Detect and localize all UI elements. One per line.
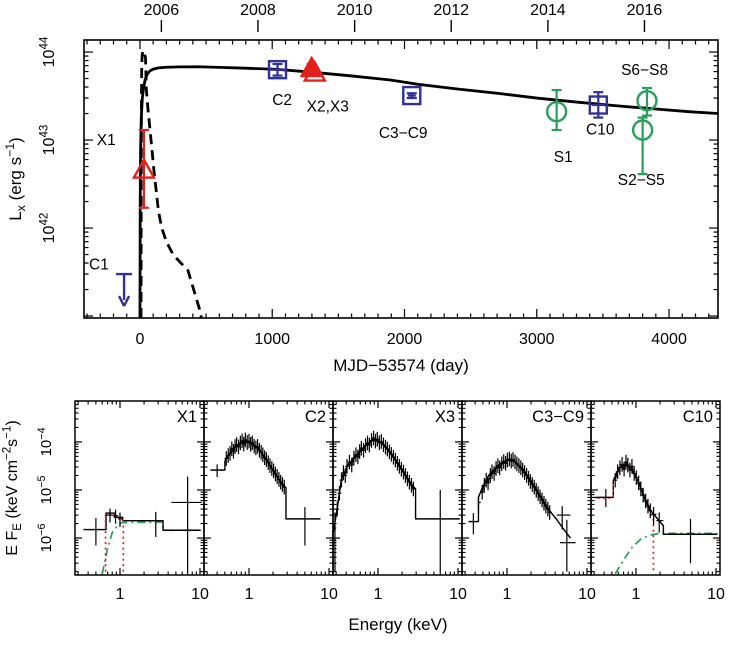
energy-tick-label: 10: [449, 586, 467, 603]
year-tick-label: 2008: [240, 2, 276, 19]
arrow-head: [118, 295, 131, 307]
spectrum-panel-C3−C9: 1 10 C3−C9: [461, 400, 596, 603]
panel-label-X3: X3: [435, 408, 455, 426]
data-points: [468, 451, 576, 572]
x-tick-label: 2000: [387, 331, 423, 348]
point-C2: [267, 59, 288, 80]
panel-label-X1: X1: [177, 408, 197, 426]
point-label-C3−C9: C3−C9: [379, 125, 428, 142]
point-label-C10: C10: [586, 122, 615, 139]
year-tick-label: 2012: [433, 2, 469, 19]
energy-tick-label: 1: [374, 586, 383, 603]
y-tick-label: 1044: [39, 36, 58, 67]
spectrum-panel-X1: 1 10 X1: [74, 400, 209, 603]
energy-tick-label: 10: [191, 586, 209, 603]
point-label-S6−S8: S6−S8: [621, 62, 668, 79]
flux-tick-label: 10−6: [36, 524, 55, 553]
panel-axes: 1 10: [591, 400, 725, 603]
point-C1: [116, 272, 133, 307]
y-axis-title: Lx (erg s−1): [3, 137, 28, 220]
panel-axes: 1 10: [462, 400, 596, 603]
curve-rise-decay-model-solid: [138, 65, 719, 319]
point-S6-S8: [636, 86, 658, 117]
energy-tick-label: 1: [245, 586, 254, 603]
lightcurve-panel: 0 1000 2000 3000 4000 1042 1043 1044 2006 2008 201…: [3, 2, 719, 375]
y-tick-label: 1042: [39, 213, 58, 244]
point-label-C2: C2: [272, 92, 292, 109]
data-trace: [336, 437, 414, 510]
energy-tick-label: 1: [503, 586, 512, 603]
spectrum-panel-C2: 1 10 C2: [203, 400, 338, 603]
energy-tick-label: 10: [320, 586, 338, 603]
data-points: [86, 476, 202, 573]
year-axis: 2006 2008 2010 2012 2014 2016: [144, 2, 663, 32]
point-label-X1: X1: [97, 132, 116, 149]
panel-label-C2: C2: [305, 408, 326, 426]
triangle-marker: [131, 157, 156, 179]
point-label-S1: S1: [554, 149, 573, 166]
panel-label-C10: C10: [683, 408, 713, 426]
x-tick-label: 0: [135, 331, 144, 348]
square-marker: [402, 85, 422, 106]
circle-marker: [545, 100, 568, 123]
year-tick-label: 2016: [627, 2, 663, 19]
lightcurve-axes: 0 1000 2000 3000 4000 1042 1043 1044: [39, 36, 718, 348]
year-tick-label: 2014: [530, 2, 566, 19]
data-points: [333, 430, 460, 572]
point-label-X2,X3: X2,X3: [307, 99, 349, 116]
spectrum-panel-X3: 1 10 X3: [331, 400, 467, 603]
x-tick-label: 3000: [519, 331, 555, 348]
energy-tick-label: 1: [632, 586, 641, 603]
x-axis-title: MJD−53574 (day): [333, 356, 469, 375]
square-marker: [588, 95, 608, 115]
point-label-C1: C1: [89, 256, 109, 273]
point-label-S2−S5: S2−S5: [618, 172, 665, 189]
panel-axes: 1 10: [204, 400, 338, 603]
year-tick-label: 2006: [144, 2, 180, 19]
circle-marker: [636, 89, 658, 112]
spectrum-panel-C10: 1 10 C10: [590, 400, 725, 603]
model-solid-black: [594, 463, 718, 535]
point-X1: [131, 128, 156, 209]
model-solid-black: [210, 440, 321, 520]
panel-frame: [590, 400, 721, 576]
energy-tick-label: 10: [578, 586, 596, 603]
point-S1: [545, 88, 568, 132]
data-trace: [225, 439, 285, 488]
x-tick-label: 4000: [651, 331, 687, 348]
panel-axes: 1 10: [333, 400, 467, 603]
panel-frame: [203, 400, 334, 576]
point-C3-C9: [402, 85, 422, 106]
spectra-row: 1 10 X1 1 10 C2 1 10 X3 1 10 C3−C9 1 10 C10 Energy (keV…: [2, 400, 725, 634]
energy-tick-label: 1: [116, 586, 125, 603]
energy-tick-label: 10: [707, 586, 725, 603]
model-dashdot-green: [614, 532, 718, 575]
flux-axis-title: E FE (keV cm−2s−1): [2, 420, 24, 555]
square-marker: [267, 59, 288, 80]
data-points: [597, 454, 718, 564]
point-C10: [588, 91, 608, 119]
data-points: [210, 432, 321, 546]
point-X2: [299, 55, 324, 78]
curve-decay-model-dashed: [139, 49, 203, 319]
triangle-marker: [299, 55, 324, 78]
panel-frame: [74, 400, 205, 576]
flux-tick-label: 10−4: [36, 427, 55, 456]
lightcurve-frame: [83, 39, 719, 319]
circle-marker: [631, 119, 654, 141]
panel-frame: [332, 400, 463, 576]
point-S2-S5: [631, 116, 654, 176]
flux-tick-label: 10−5: [36, 475, 55, 504]
panel-label-C3−C9: C3−C9: [532, 408, 584, 426]
energy-axis-title: Energy (keV): [348, 615, 447, 634]
x-tick-label: 1000: [254, 331, 290, 348]
panel-frame: [461, 400, 592, 576]
year-tick-label: 2010: [337, 2, 373, 19]
y-tick-label: 1043: [39, 125, 58, 156]
